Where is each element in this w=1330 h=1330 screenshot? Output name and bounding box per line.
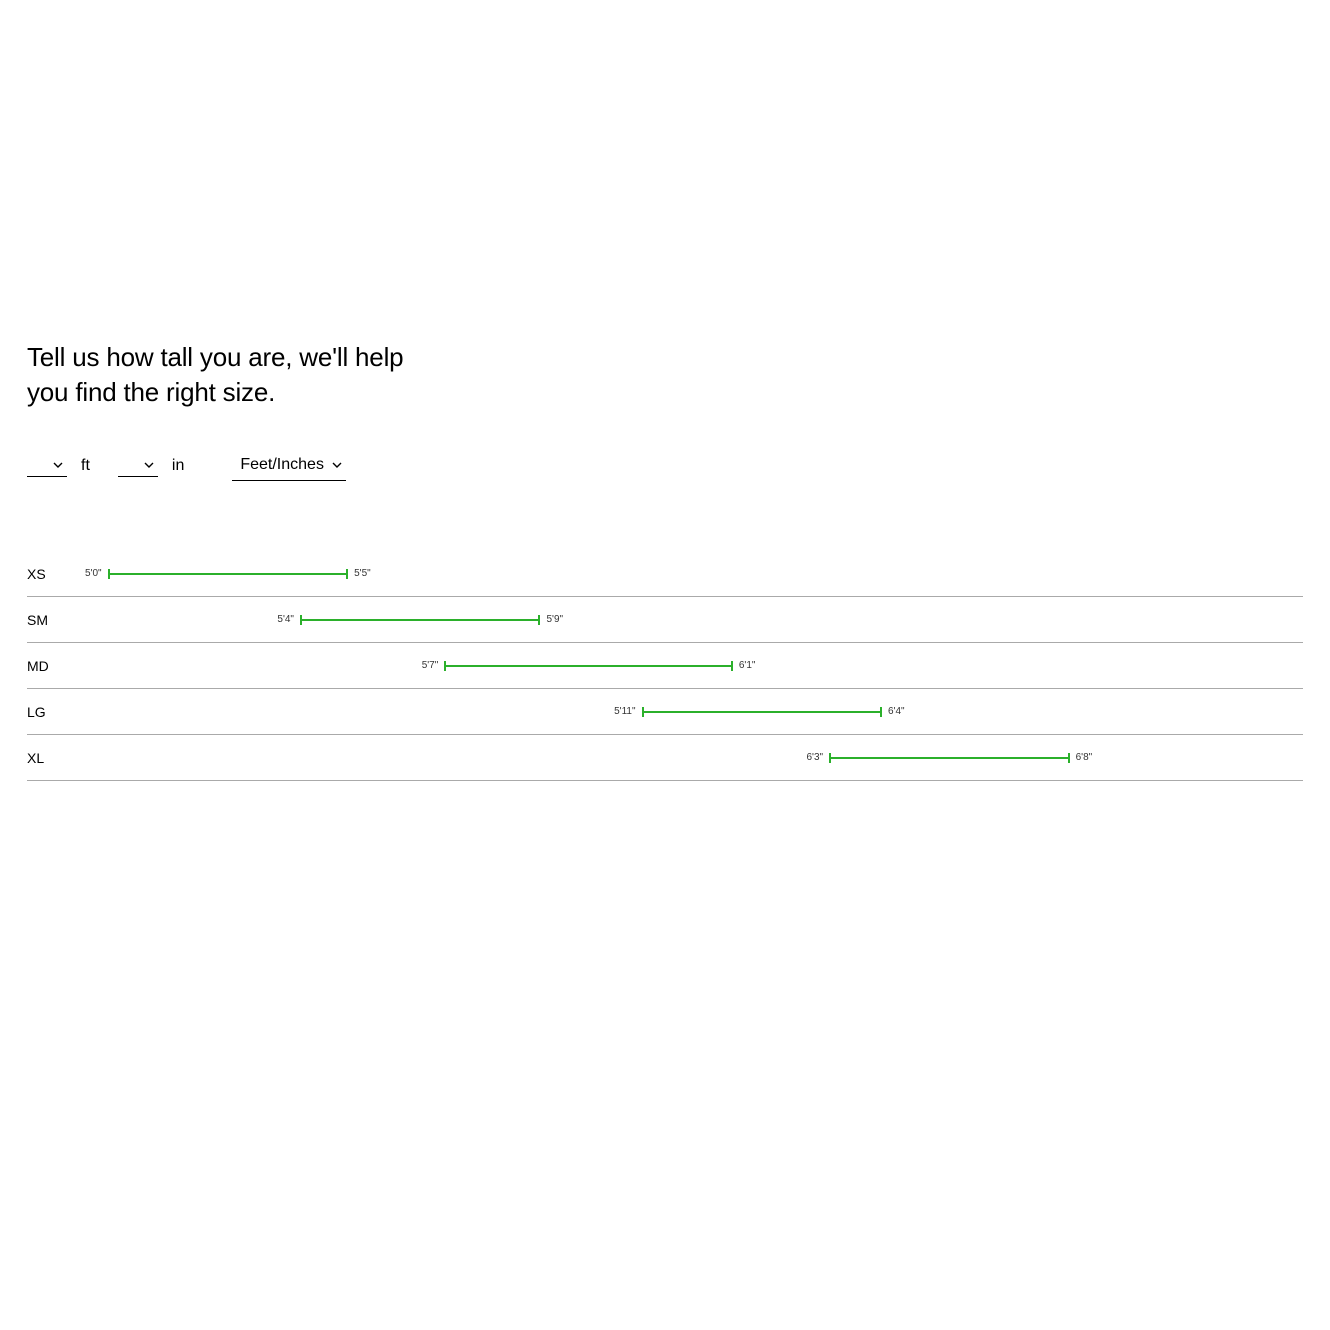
range-max-label: 5'9"	[546, 614, 563, 625]
range-bar	[300, 619, 541, 621]
bar-track: 5'0" 5'5"	[85, 568, 1303, 580]
chevron-down-icon	[53, 460, 63, 470]
chevron-down-icon	[332, 460, 342, 470]
range-max-label: 6'1"	[739, 660, 756, 671]
inches-select[interactable]	[118, 454, 158, 477]
range-min-label: 5'7"	[422, 660, 439, 671]
bar-track: 5'11" 6'4"	[85, 706, 1303, 718]
inches-unit-label: in	[172, 457, 184, 475]
height-inputs-row: ft in Feet/Inches	[27, 450, 1303, 481]
size-row: SM 5'4" 5'9"	[27, 597, 1303, 643]
range-min-label: 5'11"	[614, 706, 635, 717]
range-bar	[108, 573, 349, 575]
chevron-down-icon	[144, 460, 154, 470]
range-min-label: 6'3"	[807, 752, 824, 763]
range-bar	[829, 757, 1070, 759]
feet-select[interactable]	[27, 454, 67, 477]
unit-system-value: Feet/Inches	[240, 456, 324, 474]
size-label: LG	[27, 704, 85, 720]
size-range-chart: XS5'0" 5'5" SM 5'4" 5'9" MD 5'7" 6'1" LG 5'11" 6'4…	[27, 551, 1303, 781]
range-bar	[642, 711, 883, 713]
range-max-label: 5'5"	[354, 568, 371, 579]
size-label: SM	[27, 612, 85, 628]
size-row: XL 6'3" 6'8"	[27, 735, 1303, 781]
range-max-label: 6'8"	[1076, 752, 1093, 763]
range-max-label: 6'4"	[888, 706, 905, 717]
feet-unit-label: ft	[81, 457, 90, 475]
page-heading: Tell us how tall you are, we'll help you…	[27, 340, 407, 410]
range-min-label: 5'0"	[85, 568, 102, 579]
size-row: XS5'0" 5'5"	[27, 551, 1303, 597]
size-label: XS	[27, 566, 85, 582]
size-label: XL	[27, 750, 85, 766]
size-row: LG 5'11" 6'4"	[27, 689, 1303, 735]
bar-track: 5'7" 6'1"	[85, 660, 1303, 672]
size-label: MD	[27, 658, 85, 674]
range-bar	[444, 665, 733, 667]
bar-track: 5'4" 5'9"	[85, 614, 1303, 626]
size-row: MD 5'7" 6'1"	[27, 643, 1303, 689]
range-min-label: 5'4"	[277, 614, 294, 625]
unit-system-select[interactable]: Feet/Inches	[232, 450, 346, 481]
bar-track: 6'3" 6'8"	[85, 752, 1303, 764]
